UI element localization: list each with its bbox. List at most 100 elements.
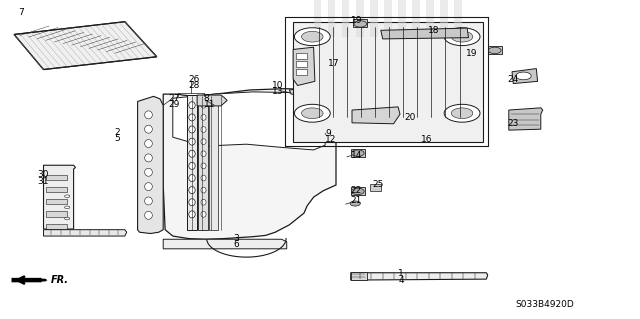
Bar <box>370 184 381 191</box>
Bar <box>351 272 367 280</box>
Ellipse shape <box>201 102 206 108</box>
Ellipse shape <box>201 199 206 205</box>
Bar <box>384 0 392 37</box>
Ellipse shape <box>189 174 195 182</box>
Text: S033B4920D: S033B4920D <box>515 300 574 309</box>
Bar <box>314 0 321 37</box>
Text: 4: 4 <box>398 276 404 285</box>
Ellipse shape <box>201 127 206 132</box>
Ellipse shape <box>189 102 195 109</box>
Bar <box>351 149 365 157</box>
Ellipse shape <box>145 182 152 190</box>
Bar <box>356 0 364 37</box>
Bar <box>342 0 349 37</box>
Bar <box>296 61 307 67</box>
Text: 17: 17 <box>328 59 339 68</box>
Text: 27: 27 <box>168 94 180 103</box>
Polygon shape <box>512 69 538 84</box>
Bar <box>46 224 67 229</box>
Text: 13: 13 <box>272 87 284 96</box>
Text: FR.: FR. <box>51 275 69 285</box>
Polygon shape <box>509 108 543 130</box>
Text: 29: 29 <box>168 100 180 109</box>
Bar <box>46 187 67 192</box>
Circle shape <box>451 31 473 42</box>
Bar <box>46 199 67 204</box>
Polygon shape <box>163 239 287 249</box>
Text: 28: 28 <box>189 81 200 90</box>
Text: 7: 7 <box>18 8 24 17</box>
Bar <box>454 0 462 37</box>
Ellipse shape <box>145 168 152 176</box>
Ellipse shape <box>145 139 152 148</box>
Text: 12: 12 <box>325 135 337 144</box>
Ellipse shape <box>145 111 152 119</box>
Circle shape <box>488 47 501 54</box>
Ellipse shape <box>201 175 206 181</box>
Bar <box>328 0 335 37</box>
Ellipse shape <box>145 211 152 219</box>
Text: 25: 25 <box>372 180 384 189</box>
Bar <box>398 0 406 37</box>
Polygon shape <box>44 165 76 229</box>
Bar <box>46 211 67 217</box>
Ellipse shape <box>201 139 206 145</box>
Polygon shape <box>138 96 163 234</box>
Circle shape <box>65 206 70 209</box>
Ellipse shape <box>145 197 152 205</box>
Bar <box>296 53 307 59</box>
Polygon shape <box>197 95 227 106</box>
Text: 19: 19 <box>351 16 362 25</box>
Ellipse shape <box>189 187 195 194</box>
Circle shape <box>354 21 367 27</box>
Circle shape <box>444 28 480 46</box>
Polygon shape <box>14 22 157 70</box>
Ellipse shape <box>201 187 206 193</box>
Ellipse shape <box>201 163 206 169</box>
Bar <box>353 19 367 27</box>
Text: 19: 19 <box>466 49 477 58</box>
Text: 1: 1 <box>398 269 404 278</box>
Text: 18: 18 <box>428 26 439 35</box>
Ellipse shape <box>201 211 206 217</box>
Bar <box>296 69 307 75</box>
Text: 23: 23 <box>507 119 518 128</box>
Bar <box>440 0 448 37</box>
Circle shape <box>65 217 70 220</box>
Polygon shape <box>352 107 400 124</box>
Bar <box>426 0 434 37</box>
Bar <box>46 175 67 180</box>
Ellipse shape <box>189 150 195 157</box>
Circle shape <box>516 72 531 80</box>
Circle shape <box>294 28 330 46</box>
Text: 9: 9 <box>325 129 331 138</box>
Text: 3: 3 <box>234 234 239 243</box>
Text: 22: 22 <box>351 186 362 195</box>
Polygon shape <box>187 95 197 230</box>
Text: 21: 21 <box>351 196 362 205</box>
Ellipse shape <box>189 199 195 206</box>
Circle shape <box>350 201 360 206</box>
Circle shape <box>444 104 480 122</box>
Text: 6: 6 <box>234 241 239 249</box>
Polygon shape <box>44 230 127 236</box>
Ellipse shape <box>189 114 195 121</box>
Polygon shape <box>293 47 315 85</box>
Text: 30: 30 <box>37 170 49 179</box>
Bar <box>412 0 420 37</box>
Polygon shape <box>163 89 336 239</box>
Circle shape <box>301 31 323 42</box>
Text: 8: 8 <box>204 94 209 103</box>
Polygon shape <box>381 28 468 39</box>
Circle shape <box>451 108 473 119</box>
Text: 20: 20 <box>404 113 416 122</box>
Ellipse shape <box>189 211 195 218</box>
Polygon shape <box>289 89 304 95</box>
Polygon shape <box>12 278 48 282</box>
Polygon shape <box>319 131 330 140</box>
Polygon shape <box>198 95 208 230</box>
Text: 10: 10 <box>272 81 284 90</box>
Circle shape <box>351 150 364 156</box>
Circle shape <box>65 195 70 197</box>
Ellipse shape <box>189 126 195 133</box>
